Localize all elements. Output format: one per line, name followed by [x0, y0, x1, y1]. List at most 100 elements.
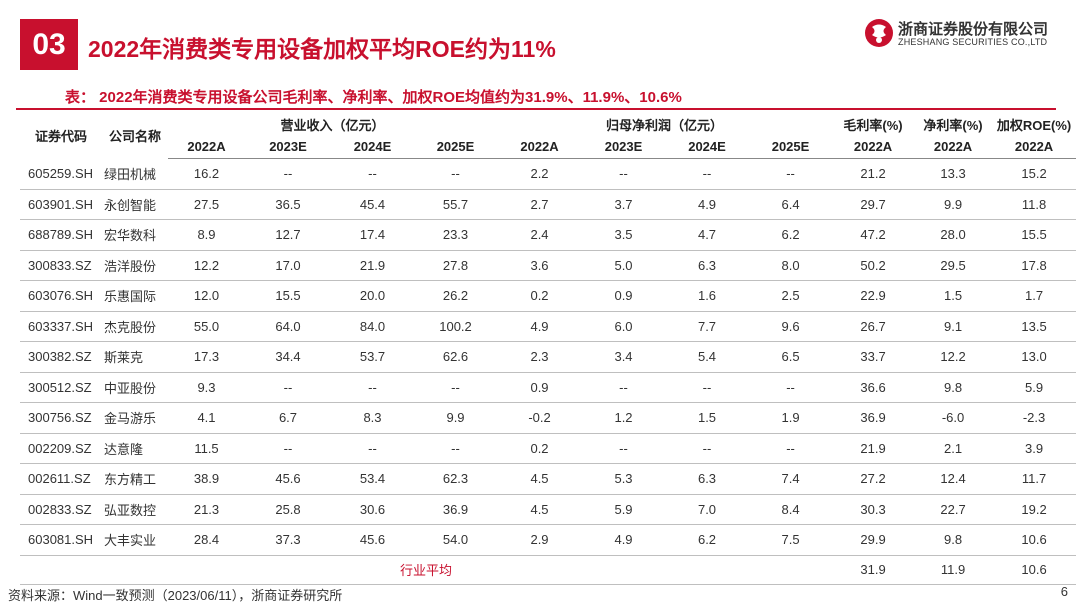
cell-value: 29.9: [832, 524, 915, 556]
cell-value: 20.0: [331, 280, 414, 312]
cell-value: 2.1: [914, 433, 993, 464]
cell-value: 13.0: [992, 341, 1077, 373]
average-net: 11.9: [914, 555, 993, 585]
average-label: 行业平均: [20, 555, 833, 585]
cell-value: 6.2: [749, 219, 833, 251]
cell-value: 45.6: [331, 524, 414, 556]
cell-value: --: [582, 158, 666, 190]
cell-value: 27.8: [414, 250, 498, 281]
cell-code: 300756.SZ: [20, 402, 102, 434]
cell-value: 8.9: [168, 219, 245, 251]
cell-value: 15.5: [245, 280, 331, 312]
cell-code: 002611.SZ: [20, 463, 102, 495]
header-year: 2023E: [582, 135, 666, 159]
cell-name: 东方精工: [102, 463, 168, 495]
cell-name: 大丰实业: [102, 524, 168, 556]
cell-value: 50.2: [832, 250, 915, 281]
cell-value: 28.4: [168, 524, 245, 556]
cell-value: 29.5: [914, 250, 993, 281]
cell-value: --: [245, 433, 331, 464]
cell-name: 斯莱克: [102, 341, 168, 373]
cell-value: 5.4: [665, 341, 750, 373]
header-profit-group: 归母净利润（亿元）: [606, 117, 724, 133]
cell-value: 21.2: [832, 158, 915, 190]
cell-name: 宏华数科: [102, 219, 168, 251]
cell-code: 002209.SZ: [20, 433, 102, 464]
header-year: 2025E: [414, 135, 498, 159]
cell-value: 55.0: [168, 311, 245, 342]
table-body: 605259.SH 绿田机械 16.2 -- -- -- 2.2 -- -- -- 21.2 13.3…: [20, 158, 1077, 585]
cell-code: 603081.SH: [20, 524, 102, 556]
cell-value: 1.5: [665, 402, 750, 434]
cell-value: 5.9: [992, 372, 1077, 403]
cell-value: 62.6: [414, 341, 498, 373]
cell-value: 4.9: [582, 524, 666, 556]
cell-value: 28.0: [914, 219, 993, 251]
cell-value: 4.5: [497, 494, 583, 525]
cell-value: 36.6: [832, 372, 915, 403]
cell-value: 3.6: [497, 250, 583, 281]
cell-value: 100.2: [414, 311, 498, 342]
header-year: 2022A: [914, 135, 993, 159]
cell-value: --: [665, 158, 750, 190]
cell-value: --: [582, 433, 666, 464]
cell-value: 8.0: [749, 250, 833, 281]
cell-name: 弘亚数控: [102, 494, 168, 525]
header-net-margin: 净利率(%): [923, 117, 983, 133]
table-row: 603337.SH 杰克股份 55.0 64.0 84.0 100.2 4.9 6.0 7.7 9…: [20, 311, 1077, 342]
cell-value: 6.7: [245, 402, 331, 434]
cell-value: 33.7: [832, 341, 915, 373]
cell-value: 5.0: [582, 250, 666, 281]
cell-code: 300512.SZ: [20, 372, 102, 403]
table-row: 603081.SH 大丰实业 28.4 37.3 45.6 54.0 2.9 4.9 6.2 7.…: [20, 524, 1077, 556]
header-year: 2024E: [331, 135, 414, 159]
table-caption: 表： 2022年消费类专用设备公司毛利率、净利率、加权ROE均值约为31.9%、…: [65, 89, 682, 106]
cell-value: 4.9: [497, 311, 583, 342]
cell-value: 9.8: [914, 372, 993, 403]
cell-value: --: [331, 158, 414, 190]
header-year: 2022A: [168, 135, 245, 159]
cell-value: 10.6: [992, 524, 1077, 556]
cell-value: 0.2: [497, 433, 583, 464]
cell-value: 2.4: [497, 219, 583, 251]
cell-value: 2.9: [497, 524, 583, 556]
table-row: 300512.SZ 中亚股份 9.3 -- -- -- 0.9 -- -- -- 36.6 9.8 5.…: [20, 372, 1077, 403]
table-row: 002209.SZ 达意隆 11.5 -- -- -- 0.2 -- -- -- 21.9 2.1 3.…: [20, 433, 1077, 464]
cell-value: 9.1: [914, 311, 993, 342]
section-number-badge: 03: [20, 19, 78, 70]
cell-value: 3.4: [582, 341, 666, 373]
table-row: 300756.SZ 金马游乐 4.1 6.7 8.3 9.9 -0.2 1.2 1.5 1.9 36…: [20, 402, 1077, 434]
cell-value: 3.9: [992, 433, 1077, 464]
cell-value: 26.2: [414, 280, 498, 312]
cell-value: 53.7: [331, 341, 414, 373]
header-row-groups: 证券代码 公司名称 营业收入（亿元） 归母净利润（亿元） 毛利率(%) 净利率(…: [20, 113, 1076, 145]
cell-value: 1.6: [665, 280, 750, 312]
cell-value: 6.5: [749, 341, 833, 373]
header-roe: 加权ROE(%): [996, 117, 1072, 133]
cell-value: 12.2: [914, 341, 993, 373]
header-year: 2024E: [665, 135, 750, 159]
cell-code: 603901.SH: [20, 189, 102, 220]
header-name: 公司名称: [108, 129, 161, 145]
table-row: 002833.SZ 弘亚数控 21.3 25.8 30.6 36.9 4.5 5.9 7.0 8.…: [20, 494, 1077, 525]
cell-code: 603337.SH: [20, 311, 102, 342]
cell-value: 26.7: [832, 311, 915, 342]
cell-value: --: [749, 158, 833, 190]
cell-code: 002833.SZ: [20, 494, 102, 525]
table-row: 300382.SZ 斯莱克 17.3 34.4 53.7 62.6 2.3 3.4 5.4 6.5…: [20, 341, 1077, 373]
cell-value: 84.0: [331, 311, 414, 342]
header-year: 2022A: [992, 135, 1077, 159]
header-revenue-group: 营业收入（亿元）: [280, 117, 385, 133]
cell-value: --: [582, 372, 666, 403]
cell-value: 22.9: [832, 280, 915, 312]
cell-value: 55.7: [414, 189, 498, 220]
cell-name: 金马游乐: [102, 402, 168, 434]
cell-value: 17.0: [245, 250, 331, 281]
cell-value: 7.4: [749, 463, 833, 495]
cell-value: 22.7: [914, 494, 993, 525]
cell-value: --: [331, 433, 414, 464]
cell-value: 5.9: [582, 494, 666, 525]
cell-value: 21.3: [168, 494, 245, 525]
cell-value: 9.9: [914, 189, 993, 220]
cell-code: 605259.SH: [20, 158, 102, 190]
